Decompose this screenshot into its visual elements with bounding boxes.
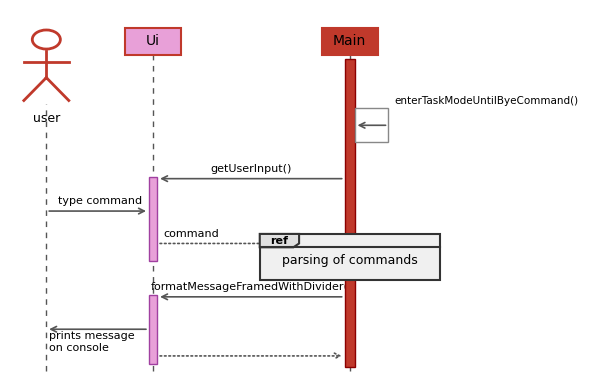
Bar	[345, 59, 354, 367]
Text: Ui: Ui	[146, 35, 160, 48]
Text: getUserInput(): getUserInput()	[211, 164, 292, 174]
Text: Main: Main	[333, 35, 366, 48]
Text: formatMessageFramedWithDivider(): formatMessageFramedWithDivider()	[150, 282, 353, 292]
Text: ref: ref	[271, 236, 288, 246]
Bar	[260, 234, 439, 280]
Text: enterTaskModeUntilByeCommand(): enterTaskModeUntilByeCommand()	[394, 96, 578, 106]
Text: parsing of commands: parsing of commands	[282, 254, 418, 266]
Bar	[125, 28, 181, 55]
Text: command: command	[163, 229, 219, 239]
Bar	[149, 177, 157, 261]
Polygon shape	[260, 234, 299, 247]
Text: type command: type command	[58, 197, 142, 207]
Text: user: user	[33, 112, 60, 125]
Bar	[149, 295, 157, 364]
Text: prints message
on console: prints message on console	[49, 331, 135, 353]
Bar	[354, 108, 388, 142]
Bar	[322, 28, 378, 55]
